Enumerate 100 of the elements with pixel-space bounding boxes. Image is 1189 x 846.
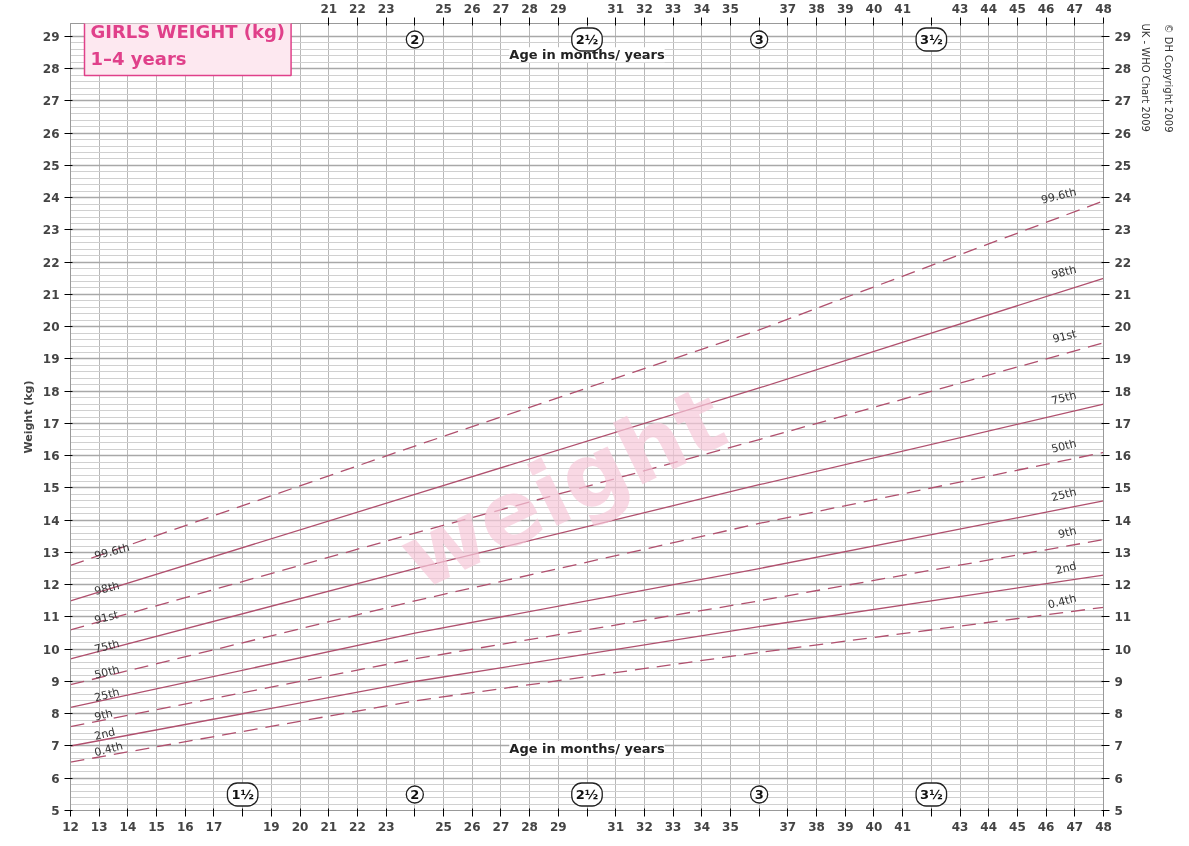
x2-tick-label: 35 xyxy=(722,1,739,16)
y-tick-label: 6 xyxy=(51,771,60,786)
x-tick-label: 37 xyxy=(779,819,797,834)
x2-tick-label: 45 xyxy=(1009,1,1026,16)
x-tick-label: 25 xyxy=(435,819,452,834)
text: 25th xyxy=(93,685,121,705)
y2-tick-label: 26 xyxy=(1114,126,1132,141)
y-tick-label: 27 xyxy=(42,94,60,109)
annotation: 2½ xyxy=(575,32,599,47)
text: 0.4th xyxy=(1046,591,1078,612)
annotation: 3½ xyxy=(920,32,943,47)
x2-tick-label: 48 xyxy=(1095,1,1112,16)
y2-tick-label: 6 xyxy=(1114,771,1123,786)
y-tick-label: 25 xyxy=(42,158,60,173)
y2-tick-label: 12 xyxy=(1114,578,1132,593)
y2-tick-label: 24 xyxy=(1114,191,1132,206)
y2-tick-label: 17 xyxy=(1114,416,1132,431)
annotation: 2½ xyxy=(575,787,599,802)
x2-tick-label: 43 xyxy=(951,1,969,16)
y-tick-label: 28 xyxy=(42,62,60,77)
x2-tick-label: 46 xyxy=(1037,1,1055,16)
text: 50th xyxy=(93,662,121,682)
y2-tick-label: 7 xyxy=(1114,739,1123,754)
y-tick-label: 21 xyxy=(42,287,60,302)
y2-tick-label: 14 xyxy=(1114,513,1132,528)
y2-tick-label: 9 xyxy=(1114,674,1123,689)
x2-tick-label: 29 xyxy=(549,1,567,16)
text: UK - WHO Chart 2009 xyxy=(1139,23,1151,132)
text: 99.6th xyxy=(93,540,132,563)
x-tick-label: 40 xyxy=(865,819,883,834)
x-tick-label: 14 xyxy=(119,819,137,834)
y-tick-label: 22 xyxy=(42,255,60,270)
y-tick-label: 23 xyxy=(42,223,60,238)
x-tick-label: 35 xyxy=(722,819,739,834)
y-tick-label: 9 xyxy=(51,674,60,689)
text: 75th xyxy=(1049,388,1078,408)
y2-tick-label: 27 xyxy=(1114,94,1132,109)
y-tick-label: 8 xyxy=(51,707,60,722)
x-tick-label: 19 xyxy=(263,819,280,834)
x-tick-label: 45 xyxy=(1009,819,1026,834)
text: 50th xyxy=(1049,436,1078,456)
x-tick-label: 32 xyxy=(636,819,653,834)
y2-tick-label: 22 xyxy=(1114,255,1132,270)
x2-tick-label: 33 xyxy=(664,1,682,16)
x2-tick-label: 38 xyxy=(808,1,825,16)
y2-tick-label: 16 xyxy=(1114,449,1132,464)
text: 99.6th xyxy=(1039,185,1078,207)
x-tick-label: 29 xyxy=(549,819,567,834)
x-axis-title: Age in months/ years xyxy=(509,740,665,756)
x2-tick-label: 39 xyxy=(836,1,854,16)
y-tick-label: 7 xyxy=(51,739,60,754)
text: 2nd xyxy=(1054,559,1078,578)
chart-title: GIRLS WEIGHT (kg) xyxy=(90,21,286,43)
annotation: 3 xyxy=(754,787,764,802)
x2-tick-label: 44 xyxy=(980,1,998,16)
x2-tick-label: 47 xyxy=(1066,1,1084,16)
x2-tick-label: 31 xyxy=(607,1,625,16)
x-tick-label: 38 xyxy=(808,819,825,834)
x-tick-label: 44 xyxy=(980,819,998,834)
x2-tick-label: 32 xyxy=(636,1,653,16)
x2-tick-label: 25 xyxy=(435,1,452,16)
y-tick-label: 14 xyxy=(42,513,60,528)
y-tick-label: 13 xyxy=(42,545,60,560)
annotation: 3½ xyxy=(920,787,943,802)
y2-tick-label: 23 xyxy=(1114,223,1132,238)
x-tick-label: 43 xyxy=(951,819,969,834)
y2-tick-label: 28 xyxy=(1114,62,1132,77)
y2-tick-label: 25 xyxy=(1114,158,1132,173)
y-tick-label: 29 xyxy=(42,29,60,44)
x2-tick-label: 27 xyxy=(492,1,510,16)
annotation: 3 xyxy=(754,32,764,47)
x-tick-label: 15 xyxy=(148,819,165,834)
y-axis-title: Weight (kg) xyxy=(21,380,35,454)
text: © DH Copyright 2009 xyxy=(1162,23,1174,133)
text: 9th xyxy=(93,706,115,724)
x-tick-label: 28 xyxy=(521,819,538,834)
y2-tick-label: 19 xyxy=(1114,352,1132,367)
text: 91st xyxy=(1051,327,1078,346)
text: 75th xyxy=(93,637,121,656)
text: 98th xyxy=(93,578,121,598)
annotation: 2 xyxy=(410,787,420,802)
x-tick-label: 26 xyxy=(463,819,481,834)
y-tick-label: 18 xyxy=(42,384,60,399)
x-tick-label: 46 xyxy=(1037,819,1055,834)
text: 98th xyxy=(1049,262,1078,282)
x2-tick-label: 26 xyxy=(463,1,481,16)
y2-tick-label: 5 xyxy=(1114,804,1123,818)
y2-tick-label: 21 xyxy=(1114,287,1132,302)
annotation: 1½ xyxy=(231,787,254,802)
x2-tick-label: 21 xyxy=(320,1,338,16)
x-tick-label: 31 xyxy=(607,819,625,834)
x-tick-label: 12 xyxy=(62,819,79,834)
y-tick-label: 24 xyxy=(42,191,60,206)
x-tick-label: 48 xyxy=(1095,819,1112,834)
x-tick-label: 16 xyxy=(176,819,194,834)
x2-tick-label: 41 xyxy=(894,1,911,16)
text: 25th xyxy=(1049,485,1078,505)
x-tick-label: 21 xyxy=(320,819,338,834)
text: 9th xyxy=(1056,523,1078,542)
y2-tick-label: 10 xyxy=(1114,642,1132,657)
